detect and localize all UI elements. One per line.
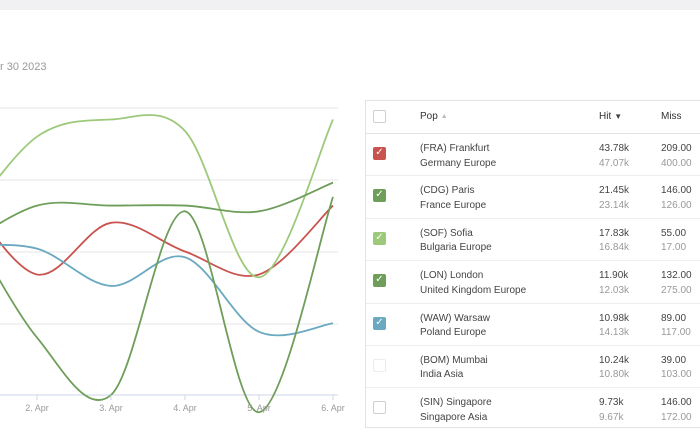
x-tick-label: 5. Apr (247, 403, 271, 413)
miss-value: 146.00 (661, 185, 692, 197)
miss-value: 39.00 (661, 354, 687, 366)
series-line-5[interactable] (0, 196, 334, 414)
hit-previous-value: 16.84k (599, 242, 630, 254)
pop-table: Pop ▲ Hit ▼ Miss ✓ (FRA) Frankfurt Germany… (365, 100, 700, 428)
pop-region: Bulgaria Europe (420, 242, 492, 254)
check-icon: ✓ (375, 189, 384, 201)
hit-value: 11.90k (599, 270, 629, 282)
check-icon: ✓ (375, 316, 384, 328)
column-header-pop[interactable]: Pop ▲ (420, 111, 448, 122)
date-range-subtitle: r 30 2023 (0, 61, 47, 73)
row-checkbox[interactable]: ✓ (373, 231, 386, 245)
table-row[interactable]: ✓ (CDG) Paris France Europe 21.45k 23.14… (366, 176, 700, 219)
hit-value: 43.78k (599, 143, 630, 154)
pop-region: France Europe (420, 199, 487, 211)
sort-desc-icon: ▼ (614, 112, 623, 121)
pop-region: India Asia (420, 369, 464, 381)
hit-previous-value: 47.07k (599, 157, 630, 169)
pop-name: (CDG) Paris (420, 185, 475, 197)
hit-value: 10.98k (599, 312, 630, 324)
row-checkbox[interactable]: ✓ (373, 189, 386, 203)
pop-name: (WAW) Warsaw (420, 312, 490, 324)
hit-value: 17.83k (599, 227, 630, 239)
hit-previous-value: 12.03k (599, 284, 630, 296)
line-chart: 2. Apr 3. Apr 4. Apr 5. Apr 6. Apr (0, 107, 345, 414)
table-row[interactable]: ✓ (SOF) Sofia Bulgaria Europe 17.83k 16.… (366, 219, 700, 262)
pop-region: United Kingdom Europe (420, 284, 527, 296)
pop-name: (LON) London (420, 270, 484, 282)
x-tick-label: 3. Apr (99, 403, 123, 413)
miss-value: 132.00 (661, 270, 692, 282)
column-header-miss[interactable]: Miss (661, 111, 682, 122)
series-line-3[interactable] (0, 114, 334, 279)
hit-value: 9.73k (599, 397, 624, 409)
miss-previous-value: 172.00 (661, 411, 692, 423)
pop-name: (SOF) Sofia (420, 227, 473, 239)
miss-previous-value: 117.00 (661, 327, 691, 339)
hit-value: 10.24k (599, 354, 630, 366)
miss-value: 55.00 (661, 227, 687, 239)
table-row[interactable]: (BOM) Mumbai India Asia 10.24k 10.80k 39… (366, 346, 700, 389)
hit-previous-value: 14.13k (599, 327, 630, 339)
check-icon: ✓ (375, 231, 384, 243)
pop-region: Singapore Asia (420, 411, 488, 423)
series-line-4[interactable] (0, 181, 334, 246)
row-checkbox[interactable] (373, 358, 386, 372)
table-row[interactable]: ✓ (LON) London United Kingdom Europe 11.… (366, 261, 700, 304)
table-header: Pop ▲ Hit ▼ Miss (366, 101, 700, 134)
hit-previous-value: 9.67k (599, 411, 624, 423)
hit-value: 21.45k (599, 185, 630, 197)
pop-name: (FRA) Frankfurt (420, 143, 490, 154)
hit-previous-value: 10.80k (599, 369, 630, 381)
x-tick-label: 4. Apr (173, 403, 197, 413)
table-row[interactable]: (SIN) Singapore Singapore Asia 9.73k 9.6… (366, 388, 700, 429)
pop-region: Poland Europe (420, 327, 487, 339)
column-header-hit[interactable]: Hit ▼ (599, 111, 623, 122)
check-icon: ✓ (375, 147, 384, 158)
table-row[interactable]: ✓ (FRA) Frankfurt Germany Europe 43.78k … (366, 134, 700, 177)
top-bar (0, 0, 700, 10)
miss-previous-value: 275.00 (661, 284, 692, 296)
hit-previous-value: 23.14k (599, 199, 630, 211)
check-icon: ✓ (375, 274, 384, 286)
x-tick-label: 2. Apr (25, 403, 49, 413)
table-body: ✓ (FRA) Frankfurt Germany Europe 43.78k … (366, 134, 700, 430)
table-row[interactable]: ✓ (WAW) Warsaw Poland Europe 10.98k 14.1… (366, 304, 700, 346)
row-checkbox[interactable]: ✓ (373, 274, 386, 288)
pop-name: (SIN) Singapore (420, 397, 492, 409)
miss-previous-value: 126.00 (661, 199, 692, 211)
row-checkbox[interactable]: ✓ (373, 316, 386, 330)
miss-previous-value: 400.00 (661, 157, 692, 169)
select-all-checkbox[interactable] (373, 110, 386, 123)
row-checkbox[interactable] (373, 401, 386, 415)
pop-region: Germany Europe (420, 157, 497, 169)
series-line-2[interactable] (0, 243, 334, 337)
miss-previous-value: 17.00 (661, 242, 687, 254)
pop-name: (BOM) Mumbai (420, 354, 488, 366)
x-tick-label: 6. Apr (321, 403, 345, 413)
miss-value: 146.00 (661, 397, 692, 409)
row-checkbox[interactable]: ✓ (373, 147, 386, 160)
sort-icon: ▲ (440, 113, 448, 120)
miss-previous-value: 103.00 (661, 369, 692, 381)
miss-value: 89.00 (661, 312, 687, 324)
miss-value: 209.00 (661, 143, 692, 154)
